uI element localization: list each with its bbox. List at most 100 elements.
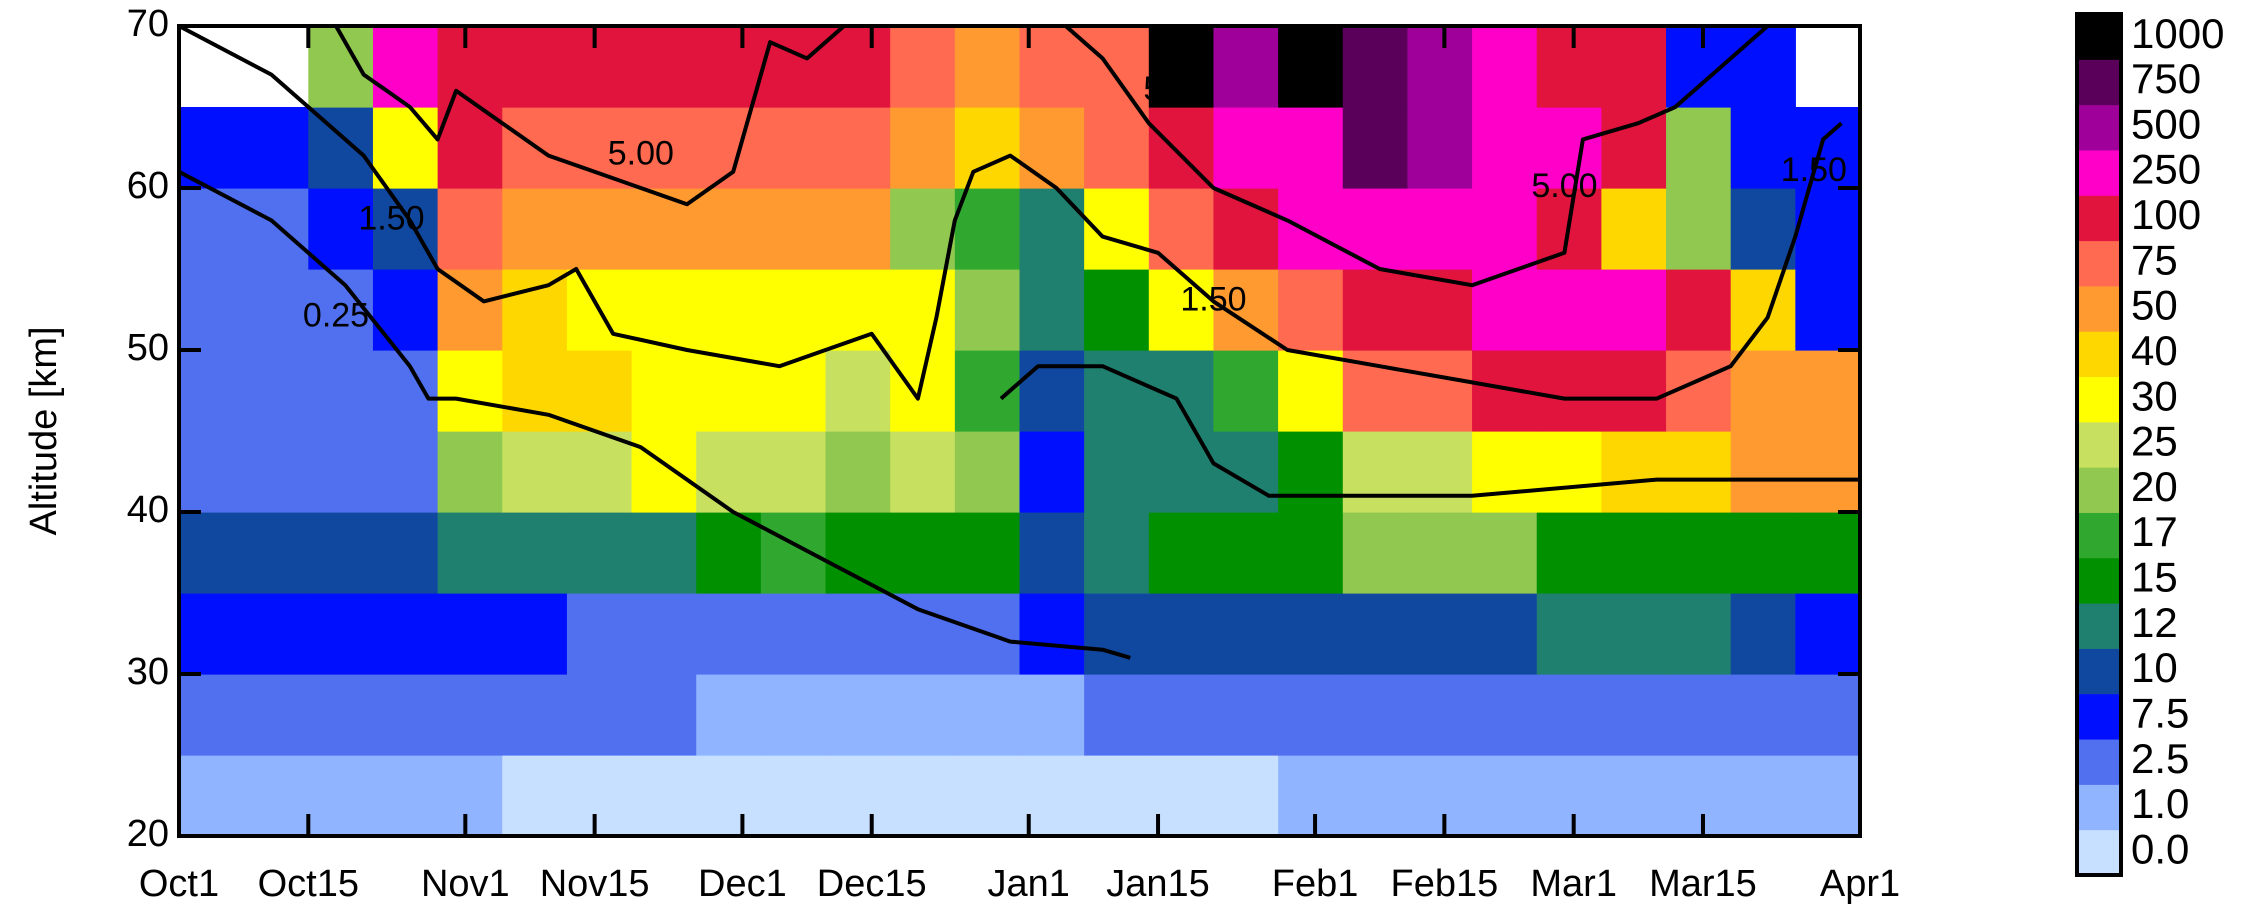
cell [502,755,568,837]
cell [631,107,697,189]
colorbar-label: 0.0 [2131,825,2189,872]
cell [372,26,439,108]
cell [1148,674,1215,756]
cell [1019,593,1085,675]
cell [890,431,956,513]
cell [1407,755,1473,837]
cell [631,188,697,270]
colorbar-swatch [2077,467,2121,513]
cell [1407,593,1473,675]
cell [1278,188,1344,270]
cell [1730,674,1796,756]
cell [372,107,439,189]
cell [179,107,245,189]
y-tick-label: 70 [127,3,169,45]
cell [1795,107,1861,189]
cell [631,269,697,351]
cell [696,188,762,270]
cell [825,512,891,594]
cell [1795,350,1861,432]
cell [890,350,956,432]
cell [437,107,503,189]
cell [566,26,633,108]
colorbar-swatch [2077,376,2121,423]
cell [631,512,697,594]
cell [1730,188,1796,270]
plot-frame [177,24,1862,838]
y-axis-label: Altitude [km] [23,326,65,535]
contour-label: 5.00 [1531,167,1597,205]
cell [437,593,503,675]
cell [1601,674,1667,756]
x-tick-label: Jan1 [988,863,1070,905]
cell [1730,107,1796,189]
colorbar-swatch [2077,240,2121,287]
cell [890,26,956,108]
cell [954,107,1021,189]
cell [372,431,439,513]
cell [954,512,1021,594]
cell [1342,593,1409,675]
cell [631,26,697,108]
contour-label: 1.50 [358,199,424,237]
cell [243,107,309,189]
colorbar-label: 250 [2131,146,2201,193]
cell [1795,593,1861,675]
cell [1472,755,1538,837]
colorbar-swatch [2077,149,2121,196]
cell [760,755,827,837]
x-tick-label: Apr1 [1820,863,1900,905]
cell [1019,107,1085,189]
x-tick-label: Feb15 [1390,863,1498,905]
cell [1278,107,1344,189]
cell [760,188,827,270]
cell [1601,755,1667,837]
colorbar-swatch [2077,285,2121,332]
cell [308,107,374,189]
cell [566,512,633,594]
cell [890,269,956,351]
cell [1407,107,1473,189]
cell [696,350,762,432]
cell [372,593,439,675]
cell [1472,431,1538,513]
cell [1278,512,1344,594]
cell [1342,269,1409,351]
cell [243,188,309,270]
cell [1730,755,1796,837]
cell [1730,350,1796,432]
cell [825,674,891,756]
cell [1342,512,1409,594]
cell [1730,431,1796,513]
cell [825,431,891,513]
cell [1536,269,1602,351]
colorbar-swatch [2077,59,2121,106]
cell [1536,107,1602,189]
colorbar-label: 17 [2131,508,2178,555]
cell [1019,512,1085,594]
colorbar-label: 15 [2131,554,2178,601]
cell [502,26,568,108]
cell [1084,512,1150,594]
cell [760,269,827,351]
cell [243,431,309,513]
cell [1278,269,1344,351]
colorbar-swatch [2077,195,2121,242]
cell [437,188,503,270]
cell [631,674,697,756]
cell [1795,755,1861,837]
cell [1536,512,1602,594]
cell [1407,350,1473,432]
cell [890,512,956,594]
cell [954,674,1021,756]
cell [1278,431,1344,513]
colorbar-label: 10 [2131,644,2178,691]
cell [1666,188,1732,270]
colorbar-label: 2.5 [2131,735,2189,782]
cell [696,593,762,675]
x-tick-label: Oct15 [258,863,359,905]
cell [1342,674,1409,756]
cell [1084,593,1150,675]
cell [1730,269,1796,351]
cell [1019,188,1085,270]
